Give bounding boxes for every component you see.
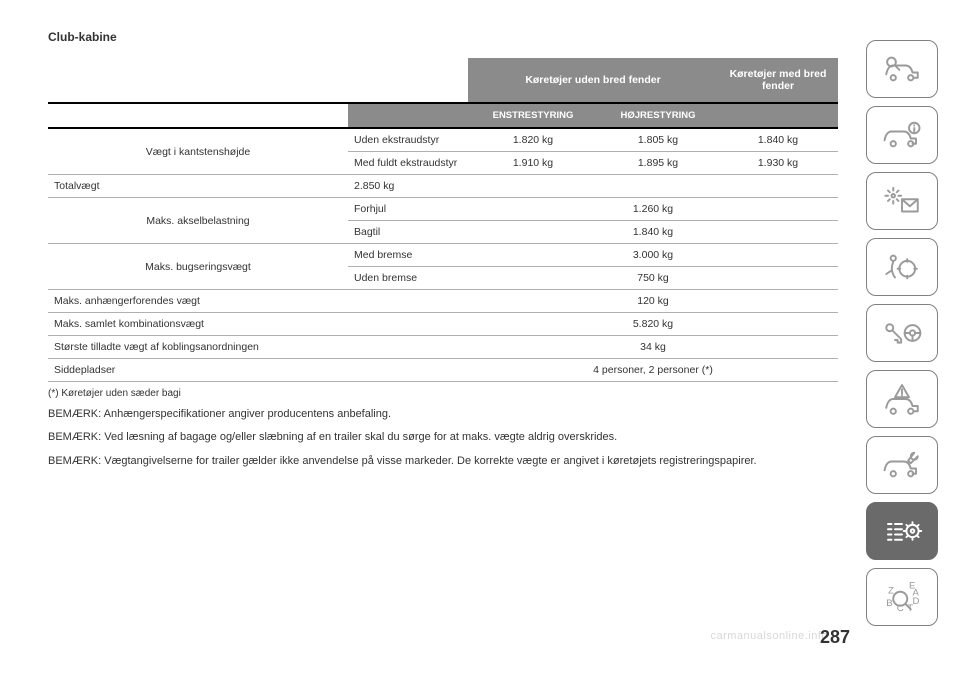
- note-text: BEMÆRK: Ved læsning af bagage og/eller s…: [48, 430, 838, 445]
- footnote: (*) Køretøjer uden sæder bagi: [48, 388, 838, 399]
- table-row: Totalvægt 2.850 kg: [48, 175, 838, 198]
- sidebar-tile-warning-vehicle[interactable]: [866, 370, 938, 428]
- cell-value: 1.895 kg: [598, 152, 718, 175]
- sidebar-tile-specs[interactable]: [866, 502, 938, 560]
- sidebar-tile-airbag[interactable]: [866, 238, 938, 296]
- table-row: Maks. bugseringsvægt Med bremse 3.000 kg: [48, 244, 838, 267]
- cell-rear-label: Bagtil: [348, 221, 468, 244]
- page-content: Club-kabine Køretøjer uden bred fender K…: [48, 30, 838, 469]
- header-without-wide: Køretøjer uden bred fender: [468, 58, 718, 103]
- svg-text:B: B: [886, 598, 892, 609]
- svg-text:Z: Z: [888, 586, 894, 597]
- row-label-weight-curb: Vægt i kantstenshøjde: [48, 129, 348, 175]
- cell-value: 1.805 kg: [598, 129, 718, 152]
- row-label-total: Totalvægt: [48, 175, 348, 198]
- cell-value: 2.850 kg: [348, 175, 468, 198]
- cell-value: 1.930 kg: [718, 152, 838, 175]
- cell-value: 34 kg: [468, 336, 838, 359]
- cell-value: 5.820 kg: [468, 313, 838, 336]
- table-row: Maks. akselbelastning Forhjul 1.260 kg: [48, 198, 838, 221]
- cell-value: 120 kg: [468, 290, 838, 313]
- table-row: Siddepladser 4 personer, 2 personer (*): [48, 359, 838, 382]
- cell-value: 1.840 kg: [468, 221, 838, 244]
- cell-value: 1.820 kg: [468, 129, 598, 152]
- row-label-max-tow: Maks. bugseringsvægt: [48, 244, 348, 290]
- sidebar-tile-service[interactable]: [866, 436, 938, 494]
- cell-value: 1.260 kg: [468, 198, 838, 221]
- row-label-max-coupling: Største tilladte vægt af koblingsanordni…: [48, 336, 468, 359]
- cell-value: 3.000 kg: [468, 244, 838, 267]
- table-header-row-1: Køretøjer uden bred fender Køretøjer med…: [48, 58, 838, 103]
- sidebar-tile-index[interactable]: Z B C T D A E: [866, 568, 938, 626]
- sidebar-tile-key-wheel[interactable]: [866, 304, 938, 362]
- cell-with-extra-label: Med fuldt ekstraudstyr: [348, 152, 468, 175]
- table-row: Maks. anhængerforendes vægt 120 kg: [48, 290, 838, 313]
- cell-value: 750 kg: [468, 267, 838, 290]
- sidebar-tile-lights-mail[interactable]: [866, 172, 938, 230]
- cell-unbraked-label: Uden bremse: [348, 267, 468, 290]
- sidebar-tile-vehicle-info[interactable]: [866, 106, 938, 164]
- row-label-max-axle: Maks. akselbelastning: [48, 198, 348, 244]
- cell-value: 1.840 kg: [718, 129, 838, 152]
- sidebar-tile-search-vehicle[interactable]: [866, 40, 938, 98]
- sidebar-nav: Z B C T D A E: [866, 40, 938, 626]
- table-header-row-2: ENSTRESTYRING HØJRESTYRING: [48, 104, 838, 128]
- cell-value: 1.910 kg: [468, 152, 598, 175]
- table-row: Maks. samlet kombinationsvægt 5.820 kg: [48, 313, 838, 336]
- page-number: 287: [820, 627, 850, 648]
- row-label-max-trailer: Maks. anhængerforendes vægt: [48, 290, 468, 313]
- note-text: BEMÆRK: Vægtangivelserne for trailer gæl…: [48, 454, 838, 469]
- note-text: BEMÆRK: Anhængerspecifikationer angiver …: [48, 407, 838, 422]
- table-row: Vægt i kantstenshøjde Uden ekstraudstyr …: [48, 129, 838, 152]
- cell-braked-label: Med bremse: [348, 244, 468, 267]
- table-row: Største tilladte vægt af koblingsanordni…: [48, 336, 838, 359]
- row-label-max-combo: Maks. samlet kombinationsvægt: [48, 313, 468, 336]
- cell-front-label: Forhjul: [348, 198, 468, 221]
- page-title: Club-kabine: [48, 30, 838, 44]
- specs-table: Køretøjer uden bred fender Køretøjer med…: [48, 58, 838, 382]
- svg-text:E: E: [909, 580, 915, 591]
- cell-no-extra-label: Uden ekstraudstyr: [348, 129, 468, 152]
- header-with-wide: Køretøjer med bred fender: [718, 58, 838, 103]
- header-right-steer: HØJRESTYRING: [598, 104, 718, 128]
- header-left-steer: ENSTRESTYRING: [468, 104, 598, 128]
- watermark: carmanualsonline.info: [710, 630, 828, 642]
- cell-value: 4 personer, 2 personer (*): [468, 359, 838, 382]
- row-label-seats: Siddepladser: [48, 359, 468, 382]
